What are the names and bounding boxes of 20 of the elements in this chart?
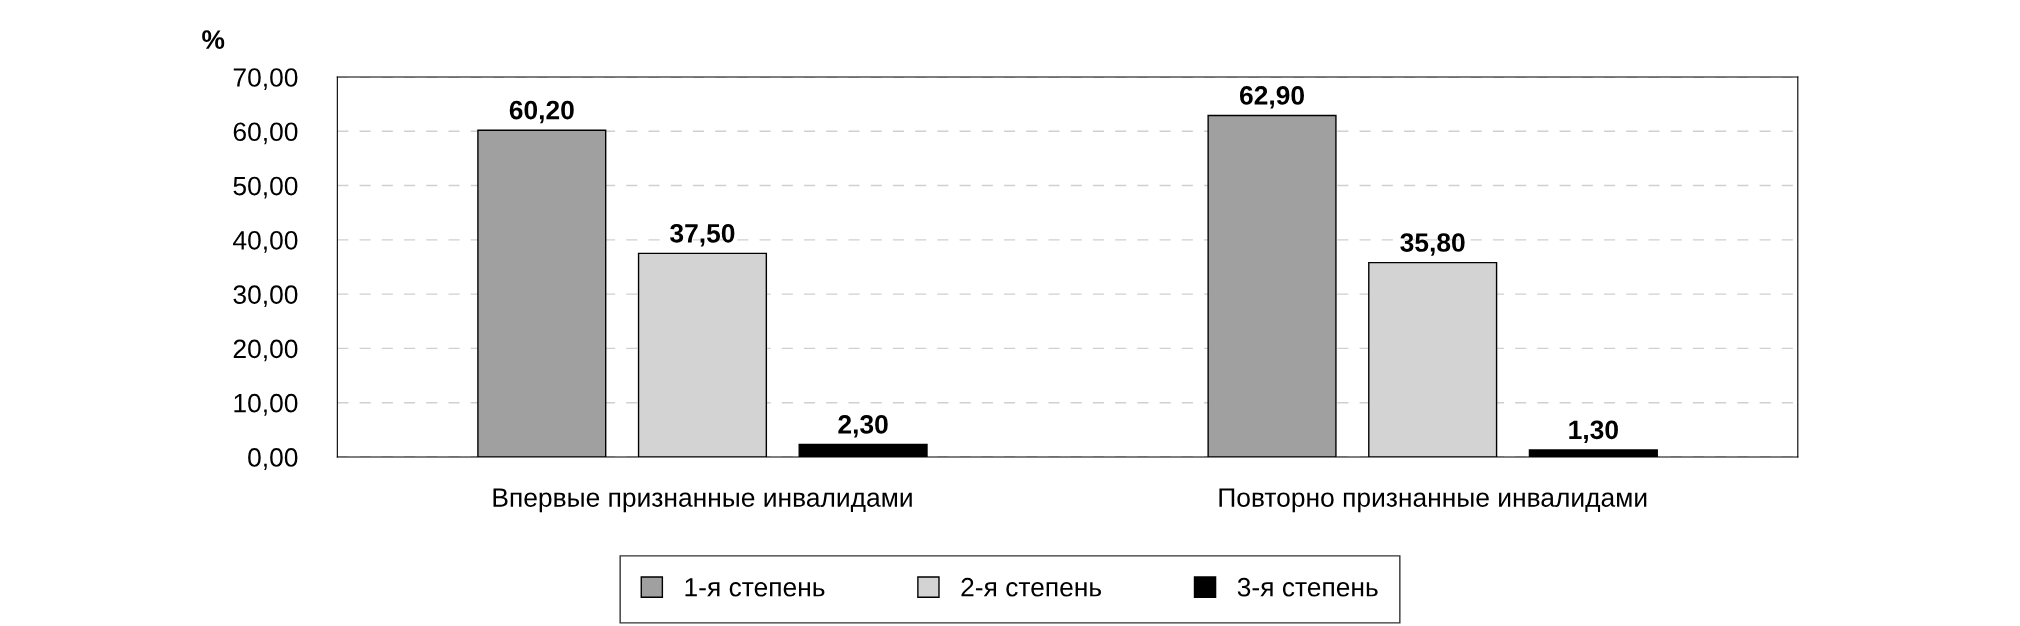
y-tick-label: 70,00 xyxy=(233,68,298,90)
y-axis-title: % xyxy=(202,30,225,49)
y-tick-label: 50,00 xyxy=(233,176,298,199)
data-label: 60,20 xyxy=(509,100,574,124)
data-label: 62,90 xyxy=(1239,86,1304,109)
data-label: 35,80 xyxy=(1400,233,1465,256)
y-tick-label: 60,00 xyxy=(233,122,298,145)
y-tick-label: 20,00 xyxy=(233,339,298,362)
y-tick-label: 0,00 xyxy=(248,448,298,470)
y-tick-label: 10,00 xyxy=(234,393,298,416)
data-label: 2,30 xyxy=(838,415,888,438)
x-tick-label: Впервые признанные инвалидами xyxy=(493,488,912,513)
legend-label: 1-я степень xyxy=(685,578,825,597)
x-tick-label: Повторно признанные инвалидами xyxy=(1219,488,1647,513)
y-tick-label: 40,00 xyxy=(233,230,298,253)
legend-label: 2-я степень xyxy=(961,577,1102,597)
data-label: 1,30 xyxy=(1569,420,1618,443)
data-label: 37,50 xyxy=(670,223,735,247)
legend-label: 3-я степень xyxy=(1237,577,1378,597)
y-tick-label: 30,00 xyxy=(233,285,298,308)
